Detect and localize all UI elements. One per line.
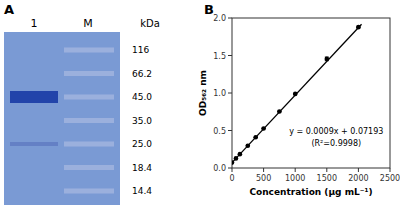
- x-tick: [232, 168, 233, 172]
- x-tick-label: 0: [229, 174, 234, 183]
- marker-band: [64, 118, 114, 123]
- marker-band: [64, 95, 114, 100]
- marker-band: [64, 189, 114, 194]
- x-axis-label: Concentration (μg mL⁻¹): [249, 187, 372, 197]
- y-tick: [228, 168, 232, 169]
- y-tick-label: 2.0: [213, 14, 226, 23]
- annotation: (R²=0.9998): [311, 139, 361, 148]
- marker-label: 35.0: [132, 116, 152, 126]
- y-tick: [228, 55, 232, 56]
- annotation: y = 0.0009x + 0.07193: [289, 127, 383, 136]
- marker-band: [64, 165, 114, 170]
- x-tick-label: 500: [256, 174, 271, 183]
- x-tick-label: 1500: [317, 174, 337, 183]
- x-tick: [295, 168, 296, 172]
- y-tick: [228, 130, 232, 131]
- lane-label: kDa: [140, 18, 160, 29]
- gel-panel: A 1 MkDa 116 66.2 45.0 35.0 25.0 18.4 14.4: [4, 2, 160, 205]
- x-tick: [358, 168, 359, 172]
- y-axis-label: OD₅₆₂ nm: [198, 70, 208, 116]
- y-tick: [228, 93, 232, 94]
- gel-background: [4, 32, 120, 205]
- y-tick-label: 0.5: [213, 127, 226, 136]
- y-tick-label: 1.0: [213, 89, 226, 98]
- x-tick-label: 2500: [380, 174, 400, 183]
- sample-band: [10, 142, 58, 146]
- marker-label: 18.4: [132, 163, 152, 173]
- x-tick: [263, 168, 264, 172]
- marker-label: 14.4: [132, 186, 152, 196]
- x-tick-label: 1000: [285, 174, 305, 183]
- sample-band: [10, 91, 58, 103]
- plot-frame: [232, 18, 390, 168]
- marker-label: 116: [132, 45, 149, 55]
- y-tick-label: 0.0: [213, 164, 226, 173]
- marker-label: 25.0: [132, 139, 152, 149]
- x-tick: [390, 168, 391, 172]
- marker-band: [64, 48, 114, 53]
- marker-band: [64, 142, 114, 147]
- marks: [232, 24, 362, 165]
- x-tick: [326, 168, 327, 172]
- lane-label: M: [83, 17, 93, 30]
- panel-label: A: [4, 2, 14, 17]
- x-tick-label: 2000: [348, 174, 368, 183]
- fit-line: [232, 24, 362, 162]
- y-tick-label: 1.5: [213, 52, 226, 61]
- lane-label: 1: [31, 17, 38, 30]
- figure: A1MkDa11666.245.035.025.018.414.4B050010…: [0, 0, 400, 209]
- scatter-panel: B050010001500200025000.00.51.01.52.0Conc…: [198, 2, 400, 197]
- marker-band: [64, 71, 114, 76]
- marker-label: 66.2: [132, 69, 152, 79]
- marker-label: 45.0: [132, 92, 152, 102]
- y-tick: [228, 18, 232, 19]
